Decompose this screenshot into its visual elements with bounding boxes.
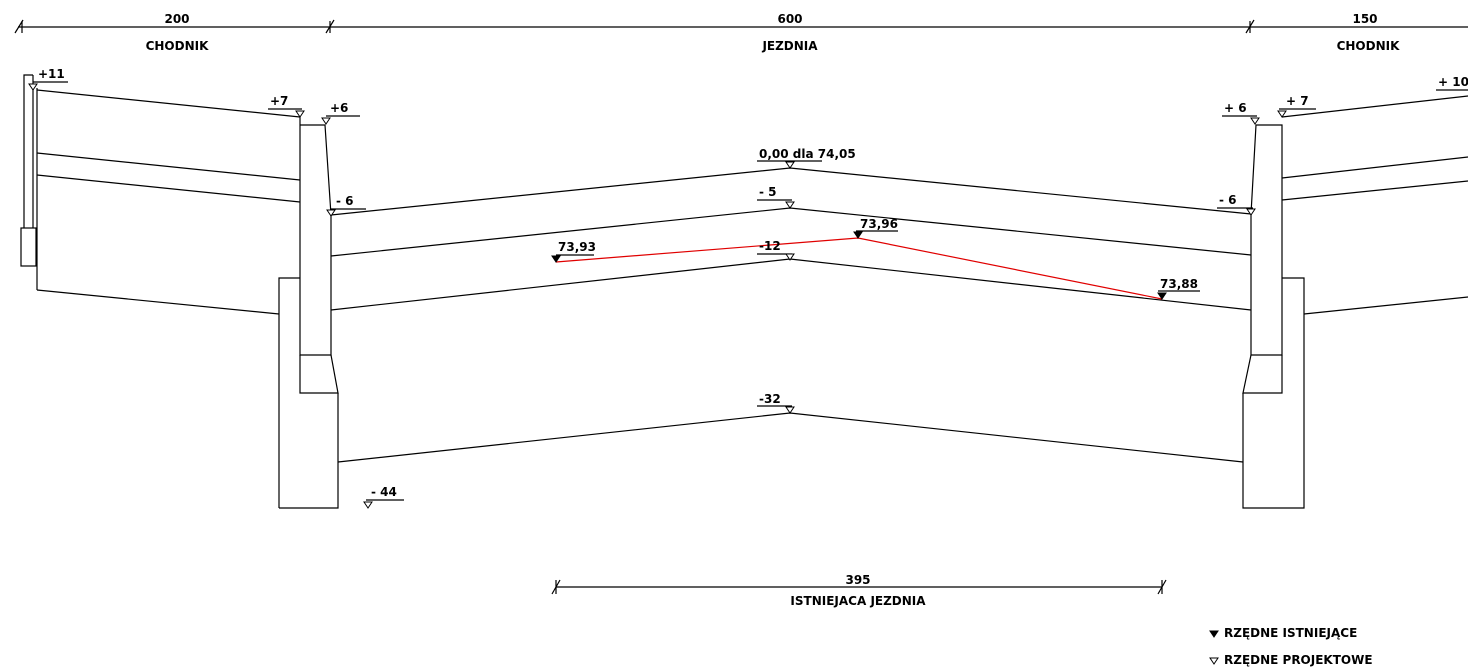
level-marker-right-curb-back bbox=[1277, 108, 1316, 118]
left-sidewalk-label: CHODNIK bbox=[146, 39, 210, 53]
existing-marker-middle bbox=[853, 230, 898, 239]
level-marker-crown bbox=[757, 160, 822, 169]
left-curb bbox=[278, 117, 339, 509]
left-sidewalk-width: 200 bbox=[164, 12, 189, 26]
legend-existing-label: RZĘDNE ISTNIEJĄCE bbox=[1224, 626, 1357, 640]
existing-roadway-label: ISTNIEJACA JEZDNIA bbox=[790, 594, 926, 608]
level-right-curb-back: + 7 bbox=[1286, 94, 1309, 108]
level-marker-right-road-edge bbox=[1217, 207, 1256, 216]
roadway-width: 600 bbox=[777, 12, 802, 26]
level-foundation: - 44 bbox=[371, 485, 397, 499]
level-crown-layer2: -12 bbox=[759, 239, 781, 253]
level-crown-layer3: -32 bbox=[759, 392, 781, 406]
legend-design-label: RZĘDNE PROJEKTOWE bbox=[1224, 653, 1373, 667]
level-marker-left-curb-front bbox=[321, 115, 360, 125]
level-marker-left-curb-back bbox=[268, 108, 305, 118]
level-marker-foundation bbox=[363, 499, 404, 509]
level-marker-crown-layer1 bbox=[757, 199, 795, 209]
level-marker-crown-layer2 bbox=[757, 253, 795, 261]
existing-roadway-dimension-line bbox=[551, 579, 1167, 595]
top-dimension-line bbox=[14, 19, 1468, 34]
level-left-curb-back: +7 bbox=[270, 94, 288, 108]
legend: RZĘDNE ISTNIEJĄCE RZĘDNE PROJEKTOWE bbox=[1209, 626, 1373, 667]
left-edge-structure bbox=[20, 74, 38, 290]
level-left-curb-front: +6 bbox=[330, 101, 348, 115]
level-right-edge: + 10 bbox=[1438, 75, 1468, 89]
existing-level-right: 73,88 bbox=[1160, 277, 1198, 291]
existing-level-symbol bbox=[1209, 630, 1219, 638]
level-right-road-edge: - 6 bbox=[1219, 193, 1237, 207]
left-sidewalk-layers bbox=[36, 89, 301, 315]
level-right-curb-front: + 6 bbox=[1224, 101, 1247, 115]
right-sidewalk-layers bbox=[1281, 95, 1468, 315]
existing-roadway-width: 395 bbox=[845, 573, 870, 587]
design-level-symbol bbox=[1209, 657, 1219, 665]
level-marker-left-road-edge bbox=[326, 208, 366, 217]
level-marker-crown-layer3 bbox=[757, 405, 795, 414]
roadway-label: JEZDNIA bbox=[761, 39, 818, 53]
level-marker-left-edge bbox=[28, 81, 68, 91]
level-left-road-edge: - 6 bbox=[336, 194, 354, 208]
level-crown-layer1: - 5 bbox=[759, 185, 777, 199]
right-curb bbox=[1242, 124, 1305, 509]
right-sidewalk-label: CHODNIK bbox=[1337, 39, 1401, 53]
existing-marker-left bbox=[551, 254, 594, 263]
roadway-layers bbox=[330, 167, 1252, 463]
level-marker-right-curb-front bbox=[1222, 115, 1260, 125]
existing-level-left: 73,93 bbox=[558, 240, 596, 254]
existing-marker-right bbox=[1157, 290, 1200, 300]
level-left-edge: +11 bbox=[38, 67, 65, 81]
existing-level-middle: 73,96 bbox=[860, 217, 898, 231]
level-crown: 0,00 dla 74,05 bbox=[759, 147, 856, 161]
right-sidewalk-width: 150 bbox=[1352, 12, 1377, 26]
